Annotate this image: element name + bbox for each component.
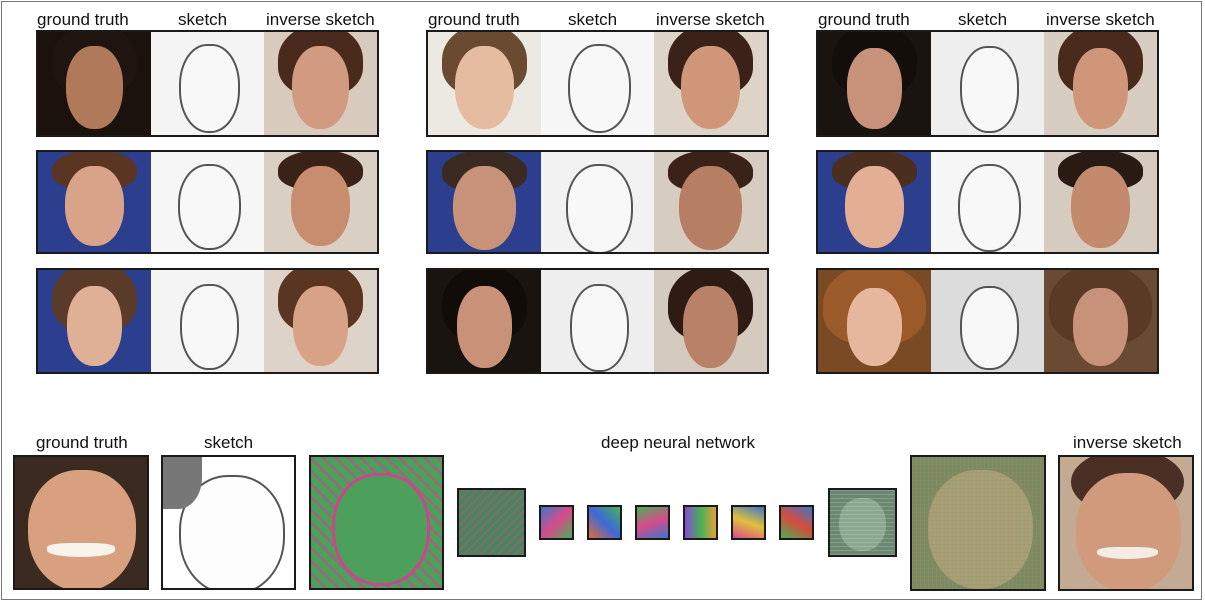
header-sketch-3: sketch (958, 10, 1008, 29)
bottom-label-network: deep neural network (601, 433, 756, 452)
inverse-sketch-photo (654, 270, 767, 372)
bottom-label-inverse-sketch: inverse sketch (1073, 433, 1182, 452)
inverse-sketch-photo (1044, 152, 1157, 252)
decoder-map-large (910, 455, 1046, 591)
face-strip-g3-r2 (816, 150, 1159, 254)
face-strip-g1-r1 (36, 30, 379, 137)
inverse-sketch-photo (264, 152, 377, 252)
face-strip-g2-r3 (426, 268, 769, 374)
face-strip-g1-r2 (36, 150, 379, 254)
face-strip-g1-r3 (36, 268, 379, 374)
ground-truth-photo (818, 270, 931, 372)
header-ground-truth-3: ground truth (818, 10, 910, 29)
face-strip-g3-r3 (816, 268, 1159, 374)
header-sketch-2: sketch (568, 10, 618, 29)
inverse-sketch-photo (1044, 32, 1157, 135)
face-strip-g3-r1 (816, 30, 1159, 137)
face-strip-g2-r1 (426, 30, 769, 137)
feature-map-small-5 (731, 505, 766, 540)
sketch-image (931, 270, 1044, 372)
ground-truth-photo (428, 270, 541, 372)
ground-truth-photo (38, 270, 151, 372)
sketch-image (541, 32, 654, 135)
header-inverse-sketch-2: inverse sketch (656, 10, 765, 29)
face-strip-g2-r2 (426, 150, 769, 254)
pipeline-ground-truth-photo (13, 455, 149, 590)
sketch-image (931, 152, 1044, 252)
header-sketch-1: sketch (178, 10, 228, 29)
ground-truth-photo (38, 32, 151, 135)
feature-map-small-1 (539, 505, 574, 540)
ground-truth-photo (428, 32, 541, 135)
inverse-sketch-photo (654, 32, 767, 135)
inverse-sketch-photo (1044, 270, 1157, 372)
bottom-label-sketch: sketch (204, 433, 254, 452)
feature-map-large (309, 455, 444, 590)
header-ground-truth-1: ground truth (37, 10, 129, 29)
inverse-sketch-photo (264, 270, 377, 372)
ground-truth-photo (428, 152, 541, 252)
header-inverse-sketch-3: inverse sketch (1046, 10, 1155, 29)
header-inverse-sketch-1: inverse sketch (266, 10, 375, 29)
feature-map-small-3 (635, 505, 670, 540)
ground-truth-photo (818, 32, 931, 135)
pipeline-sketch-image (161, 455, 296, 590)
feature-map-medium (457, 488, 526, 557)
decoder-map-medium (828, 488, 897, 557)
inverse-sketch-photo (264, 32, 377, 135)
feature-map-small-4 (683, 505, 718, 540)
feature-map-small-6 (779, 505, 814, 540)
sketch-image (151, 152, 264, 252)
bottom-label-ground-truth: ground truth (36, 433, 128, 452)
sketch-image (931, 32, 1044, 135)
feature-map-small-2 (587, 505, 622, 540)
ground-truth-photo (38, 152, 151, 252)
pipeline-inverse-sketch-photo (1058, 455, 1194, 591)
sketch-image (151, 270, 264, 372)
sketch-image (541, 270, 654, 372)
inverse-sketch-photo (654, 152, 767, 252)
sketch-image (541, 152, 654, 252)
ground-truth-photo (818, 152, 931, 252)
sketch-image (151, 32, 264, 135)
header-ground-truth-2: ground truth (428, 10, 520, 29)
